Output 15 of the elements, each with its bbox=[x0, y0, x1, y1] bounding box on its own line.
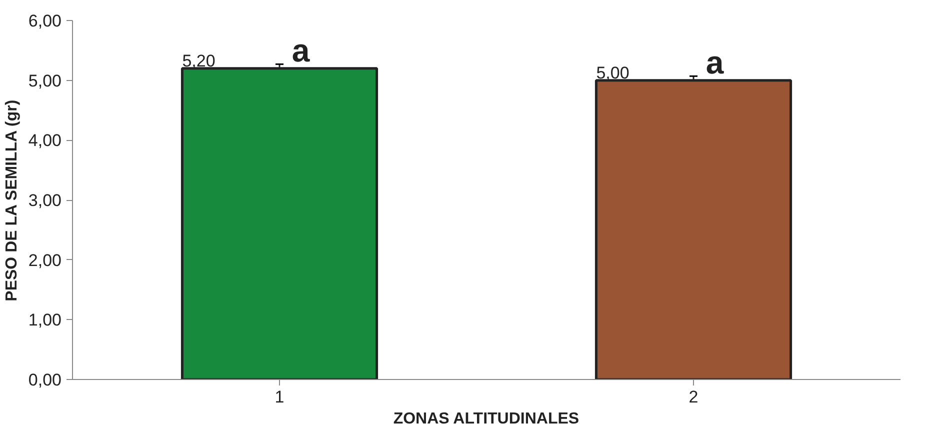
data-label: 5,20 bbox=[182, 51, 216, 70]
y-tick-label: 4,00 bbox=[28, 131, 62, 150]
y-tick-label: 5,00 bbox=[28, 71, 62, 90]
y-tick-label: 1,00 bbox=[28, 310, 62, 330]
x-axis-title: ZONAS ALTITUDINALES bbox=[393, 410, 580, 428]
x-tick-label: 2 bbox=[688, 388, 698, 406]
y-tick-label: 6,00 bbox=[28, 12, 62, 30]
y-tick-label: 3,00 bbox=[28, 191, 62, 210]
data-label: 5,00 bbox=[596, 63, 630, 82]
y-tick-label: 0,00 bbox=[28, 370, 62, 390]
y-tick-label: 2,00 bbox=[28, 250, 62, 270]
y-axis-title: PESO DE LA SEMILLA (gr) bbox=[3, 100, 20, 302]
x-tick-label: 1 bbox=[274, 388, 284, 406]
annotation: a bbox=[292, 32, 310, 68]
annotation: a bbox=[706, 44, 724, 80]
